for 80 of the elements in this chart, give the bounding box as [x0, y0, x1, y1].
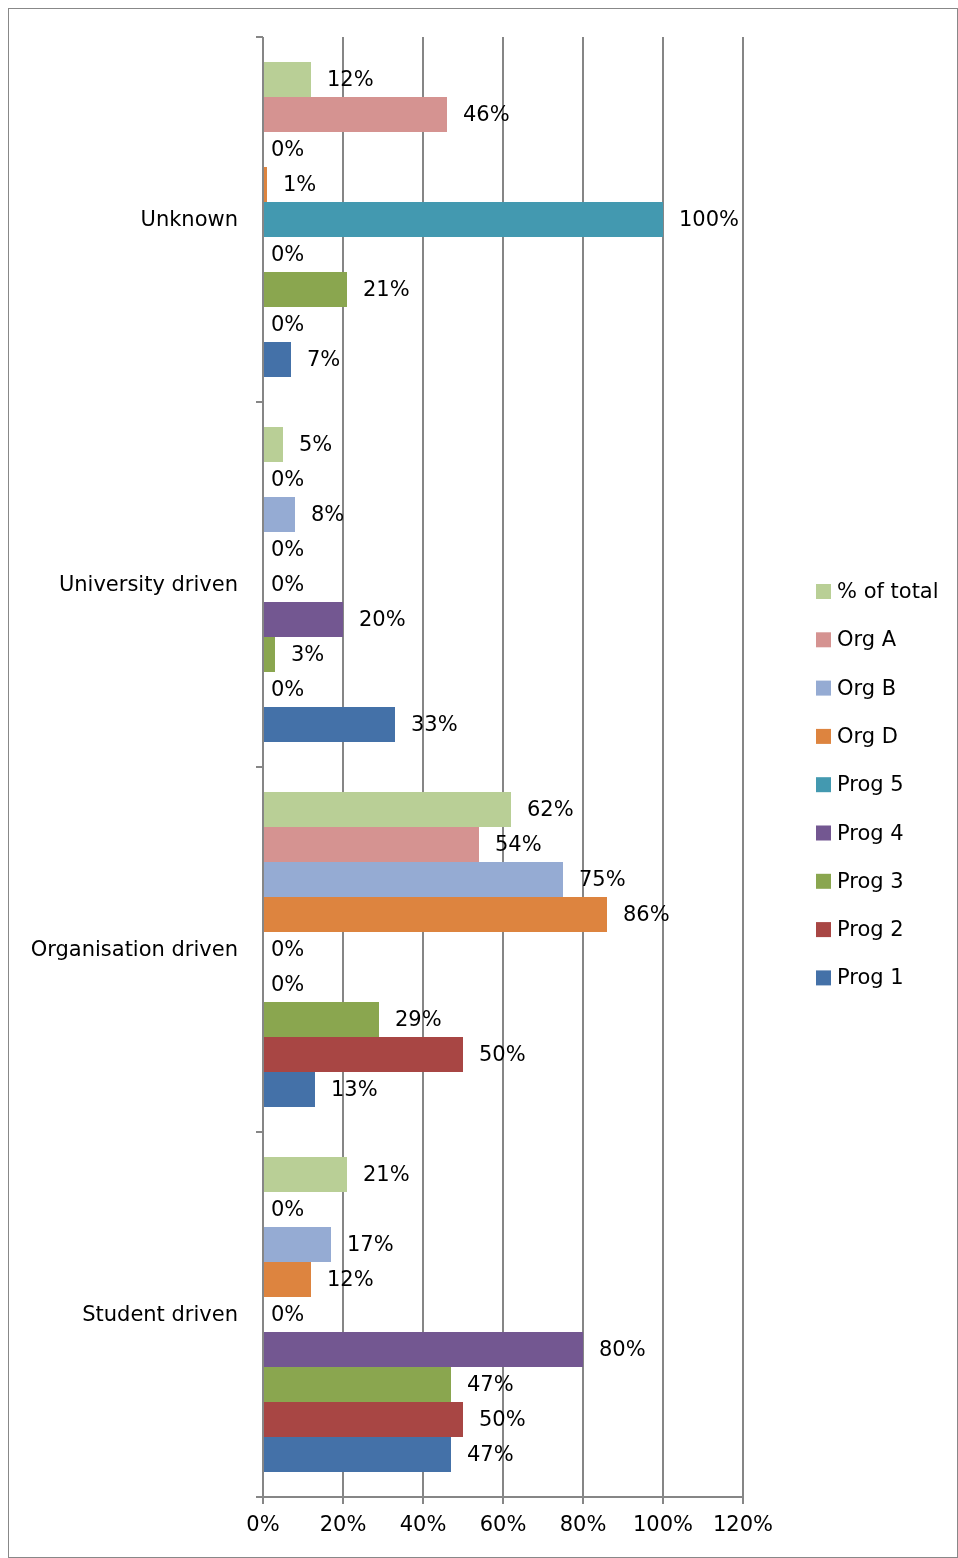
- x-tick-label: 100%: [632, 1512, 694, 1536]
- bar: [263, 707, 395, 742]
- data-label: 0%: [271, 971, 305, 996]
- legend-label: Prog 5: [837, 772, 904, 797]
- bar: [263, 637, 275, 672]
- data-label: 0%: [271, 536, 305, 561]
- bar: [263, 602, 343, 637]
- x-tick-label: 120%: [712, 1512, 774, 1536]
- legend-label: Org B: [837, 675, 897, 700]
- bar: [263, 1262, 311, 1297]
- bar: [263, 1367, 451, 1402]
- data-label: 7%: [307, 346, 341, 371]
- legend-label: Prog 2: [837, 917, 904, 942]
- data-label: 75%: [579, 866, 626, 891]
- legend-label: Org A: [837, 627, 897, 652]
- legend-label: % of total: [837, 579, 939, 603]
- data-label: 0%: [271, 241, 305, 266]
- data-label: 21%: [363, 276, 410, 301]
- data-label: 0%: [271, 136, 305, 161]
- data-label: 3%: [291, 641, 325, 666]
- data-label: 54%: [495, 831, 542, 856]
- legend-label: Prog 3: [837, 868, 904, 893]
- legend-label: Prog 1: [837, 965, 904, 990]
- bar: [263, 1402, 463, 1437]
- bar: [263, 1332, 583, 1367]
- data-label: 0%: [271, 466, 305, 491]
- bar: [263, 1037, 463, 1072]
- data-label: 50%: [479, 1041, 526, 1066]
- data-label: 0%: [271, 676, 305, 701]
- data-label: 12%: [327, 1266, 374, 1291]
- x-tick-label: 40%: [399, 1512, 447, 1536]
- data-label: 20%: [359, 606, 406, 631]
- y-tick-label: Unknown: [140, 206, 238, 231]
- data-label: 0%: [271, 1301, 305, 1326]
- bar: [263, 1227, 331, 1262]
- legend-label: Prog 4: [837, 820, 904, 845]
- bar: [263, 897, 607, 932]
- data-label: 100%: [679, 206, 740, 231]
- bar: [263, 1002, 379, 1037]
- x-tick-label: 80%: [559, 1512, 607, 1536]
- y-tick-label: Organisation driven: [30, 936, 238, 961]
- data-label: 0%: [271, 936, 305, 961]
- legend-label: Org D: [837, 723, 898, 748]
- x-tick-label: 60%: [479, 1512, 527, 1536]
- bar: [263, 827, 479, 862]
- data-label: 13%: [331, 1076, 378, 1101]
- bar: [263, 1437, 451, 1472]
- data-label: 29%: [395, 1006, 442, 1031]
- y-tick-label: University driven: [58, 571, 238, 596]
- data-label: 47%: [467, 1441, 514, 1466]
- bar: [263, 342, 291, 377]
- data-label: 0%: [271, 571, 305, 596]
- bar: [263, 1072, 315, 1107]
- data-label: 86%: [623, 901, 670, 926]
- data-label: 17%: [347, 1231, 394, 1256]
- data-label: 50%: [479, 1406, 526, 1431]
- data-label: 1%: [283, 171, 317, 196]
- data-label: 8%: [311, 501, 345, 526]
- data-label: 47%: [467, 1371, 514, 1396]
- data-label: 46%: [463, 101, 510, 126]
- bar: [263, 202, 663, 237]
- data-label: 80%: [599, 1336, 646, 1361]
- x-tick-label: 20%: [319, 1512, 367, 1536]
- bar: [263, 497, 295, 532]
- data-label: 12%: [327, 66, 374, 91]
- data-label: 0%: [271, 311, 305, 336]
- bar: [263, 62, 311, 97]
- bar: [263, 427, 283, 462]
- bar: [263, 97, 447, 132]
- bar: [263, 862, 563, 897]
- data-label: 5%: [299, 431, 333, 456]
- y-tick-label: Student driven: [82, 1301, 238, 1326]
- bar: [263, 792, 511, 827]
- bar: [263, 272, 347, 307]
- data-label: 21%: [363, 1161, 410, 1186]
- data-label: 0%: [271, 1196, 305, 1221]
- data-label: 62%: [527, 796, 574, 821]
- bar: [263, 1157, 347, 1192]
- data-label: 33%: [411, 711, 458, 736]
- x-tick-label: 0%: [246, 1512, 280, 1536]
